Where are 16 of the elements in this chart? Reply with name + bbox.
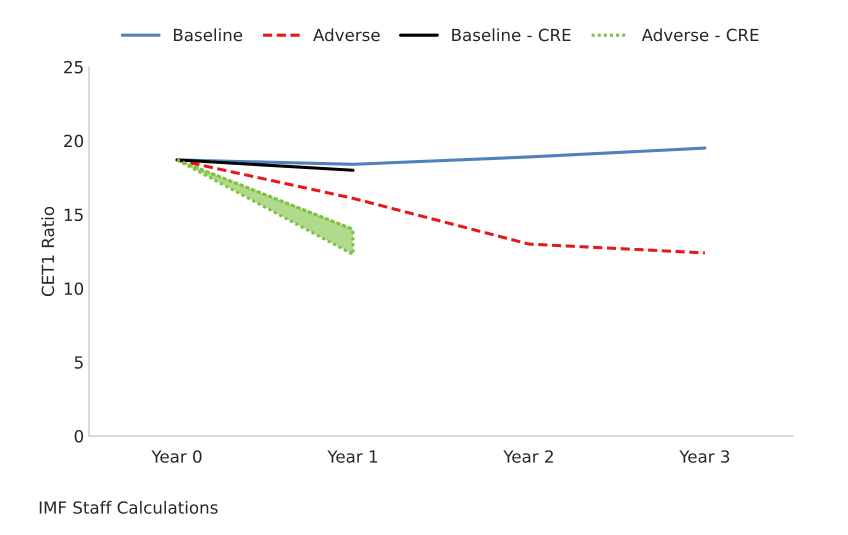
x-tick-label: Year 2 <box>503 450 553 463</box>
legend-label: Baseline <box>174 28 242 42</box>
y-tick-label: 5 <box>74 356 83 369</box>
y-tick-label: 0 <box>74 430 84 443</box>
y-tick-label: 25 <box>64 60 83 74</box>
legend-label: Adverse <box>313 28 380 42</box>
legend-label: Baseline - CRE <box>452 28 571 42</box>
y-tick-label: 15 <box>64 208 83 222</box>
x-tick-label: Year 3 <box>679 450 730 463</box>
x-tick-label: Year 1 <box>327 450 378 463</box>
legend-label: Adverse - CRE <box>642 28 759 42</box>
y-tick-label: 10 <box>64 282 84 295</box>
x-tick-label: Year 0 <box>151 450 202 463</box>
text: IMF Staff Calculations <box>40 500 218 514</box>
y-tick-label: 20 <box>64 134 84 148</box>
y-axis-title: CET1 Ratio <box>41 206 54 296</box>
